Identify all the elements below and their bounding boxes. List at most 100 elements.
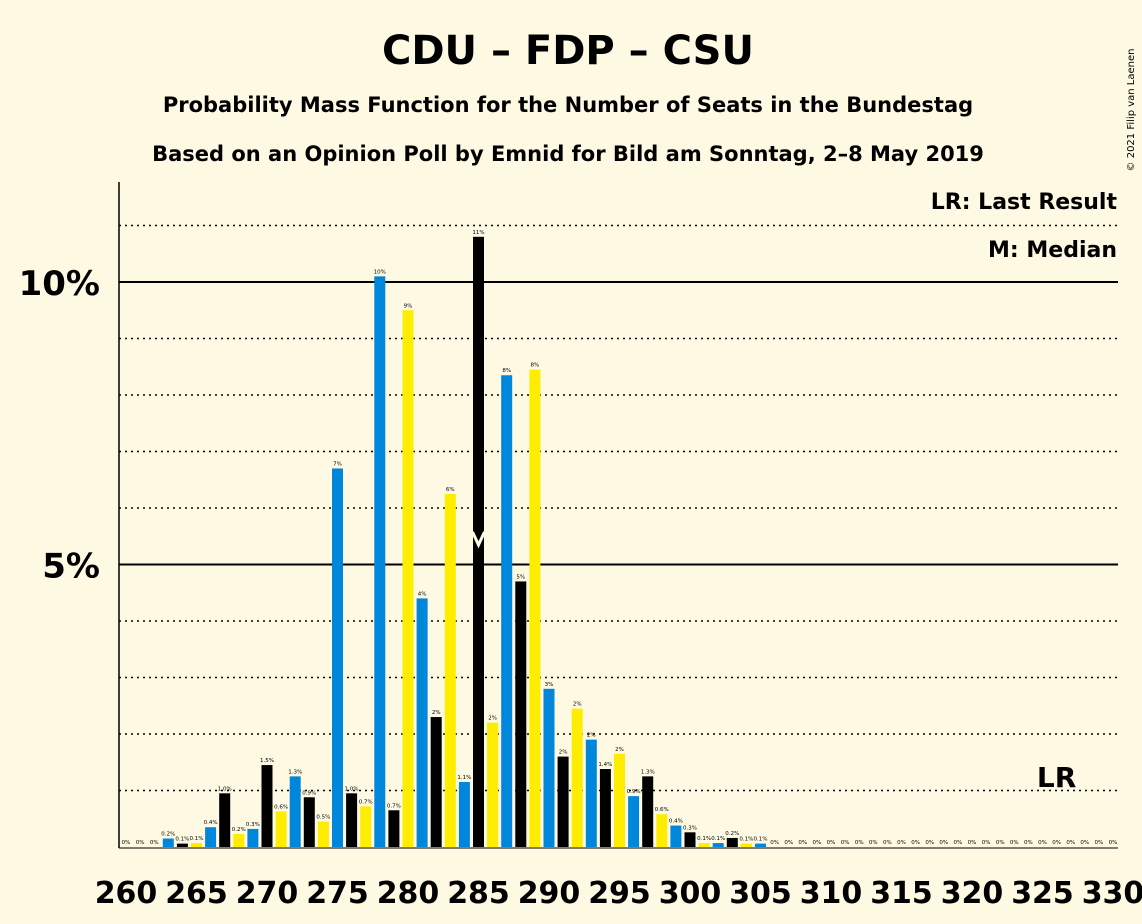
bar-seat-276 — [346, 793, 358, 847]
bar-value-label: 7% — [333, 461, 342, 467]
y-axis-ticks: 5% 10% — [19, 264, 100, 587]
bar-value-label: 0.4% — [204, 820, 218, 826]
bar-value-label: 0.6% — [274, 804, 288, 810]
bar-value-label: 2% — [573, 702, 582, 708]
bar-value-label: 1.3% — [288, 769, 302, 775]
x-tick-label: 285 — [447, 876, 510, 911]
bar-seat-297 — [642, 776, 654, 847]
bar-value-label: 0% — [1052, 840, 1061, 846]
bar-value-label: 0% — [1010, 840, 1019, 846]
bar-seat-280 — [402, 310, 414, 847]
bar-seat-294 — [599, 769, 611, 847]
bar-seat-284 — [458, 782, 470, 847]
y-tick-label: 5% — [42, 547, 100, 587]
bar-seat-301 — [698, 843, 710, 847]
bar-labels: 0% 0% 0%0.2%0.1% 0.1%0.4%1.0%0.2%0.3%1.5%0.… — [122, 230, 1118, 846]
x-axis-ticks: 260 265 270 275 280 285 290 295 300 305 310 315 320 3… — [95, 876, 1142, 911]
bar-value-label: 0% — [1109, 840, 1118, 846]
x-tick-label: 310 — [800, 876, 863, 911]
bar-value-label: 0% — [1066, 840, 1075, 846]
bar-value-label: 4% — [418, 591, 427, 597]
bar-value-label: 0.3% — [683, 825, 697, 831]
bar-value-label: 0.7% — [359, 799, 373, 805]
bar-value-label: 2% — [559, 750, 568, 756]
bar-value-label: 1.5% — [260, 758, 274, 764]
bar-value-label: 0% — [869, 840, 878, 846]
bar-value-label: 0.2% — [161, 832, 175, 838]
bar-value-label: 0% — [911, 840, 920, 846]
bar-value-label: 0.1% — [711, 836, 725, 842]
x-tick-label: 270 — [236, 876, 299, 911]
bar-value-label: 0.1% — [754, 837, 768, 843]
bar-value-label: 0.3% — [246, 822, 260, 828]
bar-value-label: 0.9% — [302, 790, 316, 796]
x-tick-label: 260 — [95, 876, 158, 911]
bar-value-label: 0.5% — [316, 815, 330, 821]
bar-value-label: 0% — [939, 840, 948, 846]
bar-seat-299 — [670, 825, 682, 847]
bar-value-label: 0% — [1095, 840, 1104, 846]
bar-value-label: 1.4% — [598, 762, 612, 768]
chart-title: CDU – FDP – CSU — [382, 28, 754, 74]
bar-seat-291 — [557, 756, 569, 847]
x-tick-label: 295 — [588, 876, 651, 911]
bar-seat-287 — [501, 375, 513, 847]
copyright-notice: © 2021 Filip van Laenen — [1126, 49, 1137, 172]
legend-last-result: LR: Last Result — [931, 190, 1118, 215]
bar-seat-266 — [205, 827, 217, 847]
bar-seat-286 — [487, 722, 499, 847]
bar-value-label: 0% — [150, 840, 159, 846]
bar-value-label: 0% — [1024, 840, 1033, 846]
bar-seat-269 — [247, 828, 259, 847]
bar-seat-274 — [317, 821, 329, 847]
bar-value-label: 0.9% — [627, 789, 641, 795]
bar-value-label: 0.2% — [232, 827, 246, 833]
bar-seat-295 — [614, 753, 625, 847]
bar-seat-267 — [219, 793, 231, 847]
bar-value-label: 0% — [136, 840, 145, 846]
bar-value-label: 1.1% — [457, 775, 471, 781]
bar-seat-300 — [684, 832, 696, 847]
bar-value-label: 0% — [968, 840, 977, 846]
bar-value-label: 5% — [516, 574, 525, 580]
x-tick-label: 280 — [377, 876, 440, 911]
bar-value-label: 2% — [488, 716, 497, 722]
x-tick-label: 275 — [306, 876, 369, 911]
bar-value-label: 0% — [841, 840, 850, 846]
bar-value-label: 0% — [827, 840, 836, 846]
bar-value-label: 8% — [531, 363, 540, 369]
bar-seat-263 — [162, 838, 174, 847]
bar-seat-270 — [261, 765, 273, 847]
bar-value-label: 11% — [472, 230, 484, 236]
bar-value-label: 0% — [1080, 840, 1089, 846]
bar-seat-289 — [529, 369, 541, 847]
bar-value-label: 0% — [883, 840, 892, 846]
bar-seat-303 — [726, 837, 738, 847]
x-tick-label: 325 — [1011, 876, 1074, 911]
bar-seat-302 — [712, 843, 724, 847]
bar-value-label: 0.4% — [669, 819, 683, 825]
bar-value-label: 1.3% — [641, 769, 655, 775]
x-tick-label: 265 — [165, 876, 228, 911]
x-tick-label: 315 — [870, 876, 933, 911]
bar-value-label: 0% — [897, 840, 906, 846]
bar-seat-264 — [176, 843, 188, 847]
x-tick-label: 330 — [1082, 876, 1142, 911]
median-chevron — [471, 531, 486, 549]
bar-value-label: 0.1% — [175, 837, 189, 843]
chart-source: Based on an Opinion Poll by Emnid for Bi… — [152, 142, 984, 166]
bar-value-label: 0% — [798, 840, 807, 846]
bar-seat-304 — [740, 843, 752, 847]
bar-value-label: 0% — [784, 840, 793, 846]
gridlines — [119, 224, 1118, 849]
bar-seat-292 — [571, 708, 583, 847]
bar-seat-279 — [388, 810, 400, 847]
bar-value-label: 2% — [432, 710, 441, 716]
bar-value-label: 0.2% — [725, 831, 739, 837]
bar-seat-268 — [233, 834, 245, 847]
bar-value-label: 0% — [1038, 840, 1047, 846]
bar-seat-298 — [656, 814, 668, 847]
bar-value-label: 2% — [587, 733, 596, 739]
